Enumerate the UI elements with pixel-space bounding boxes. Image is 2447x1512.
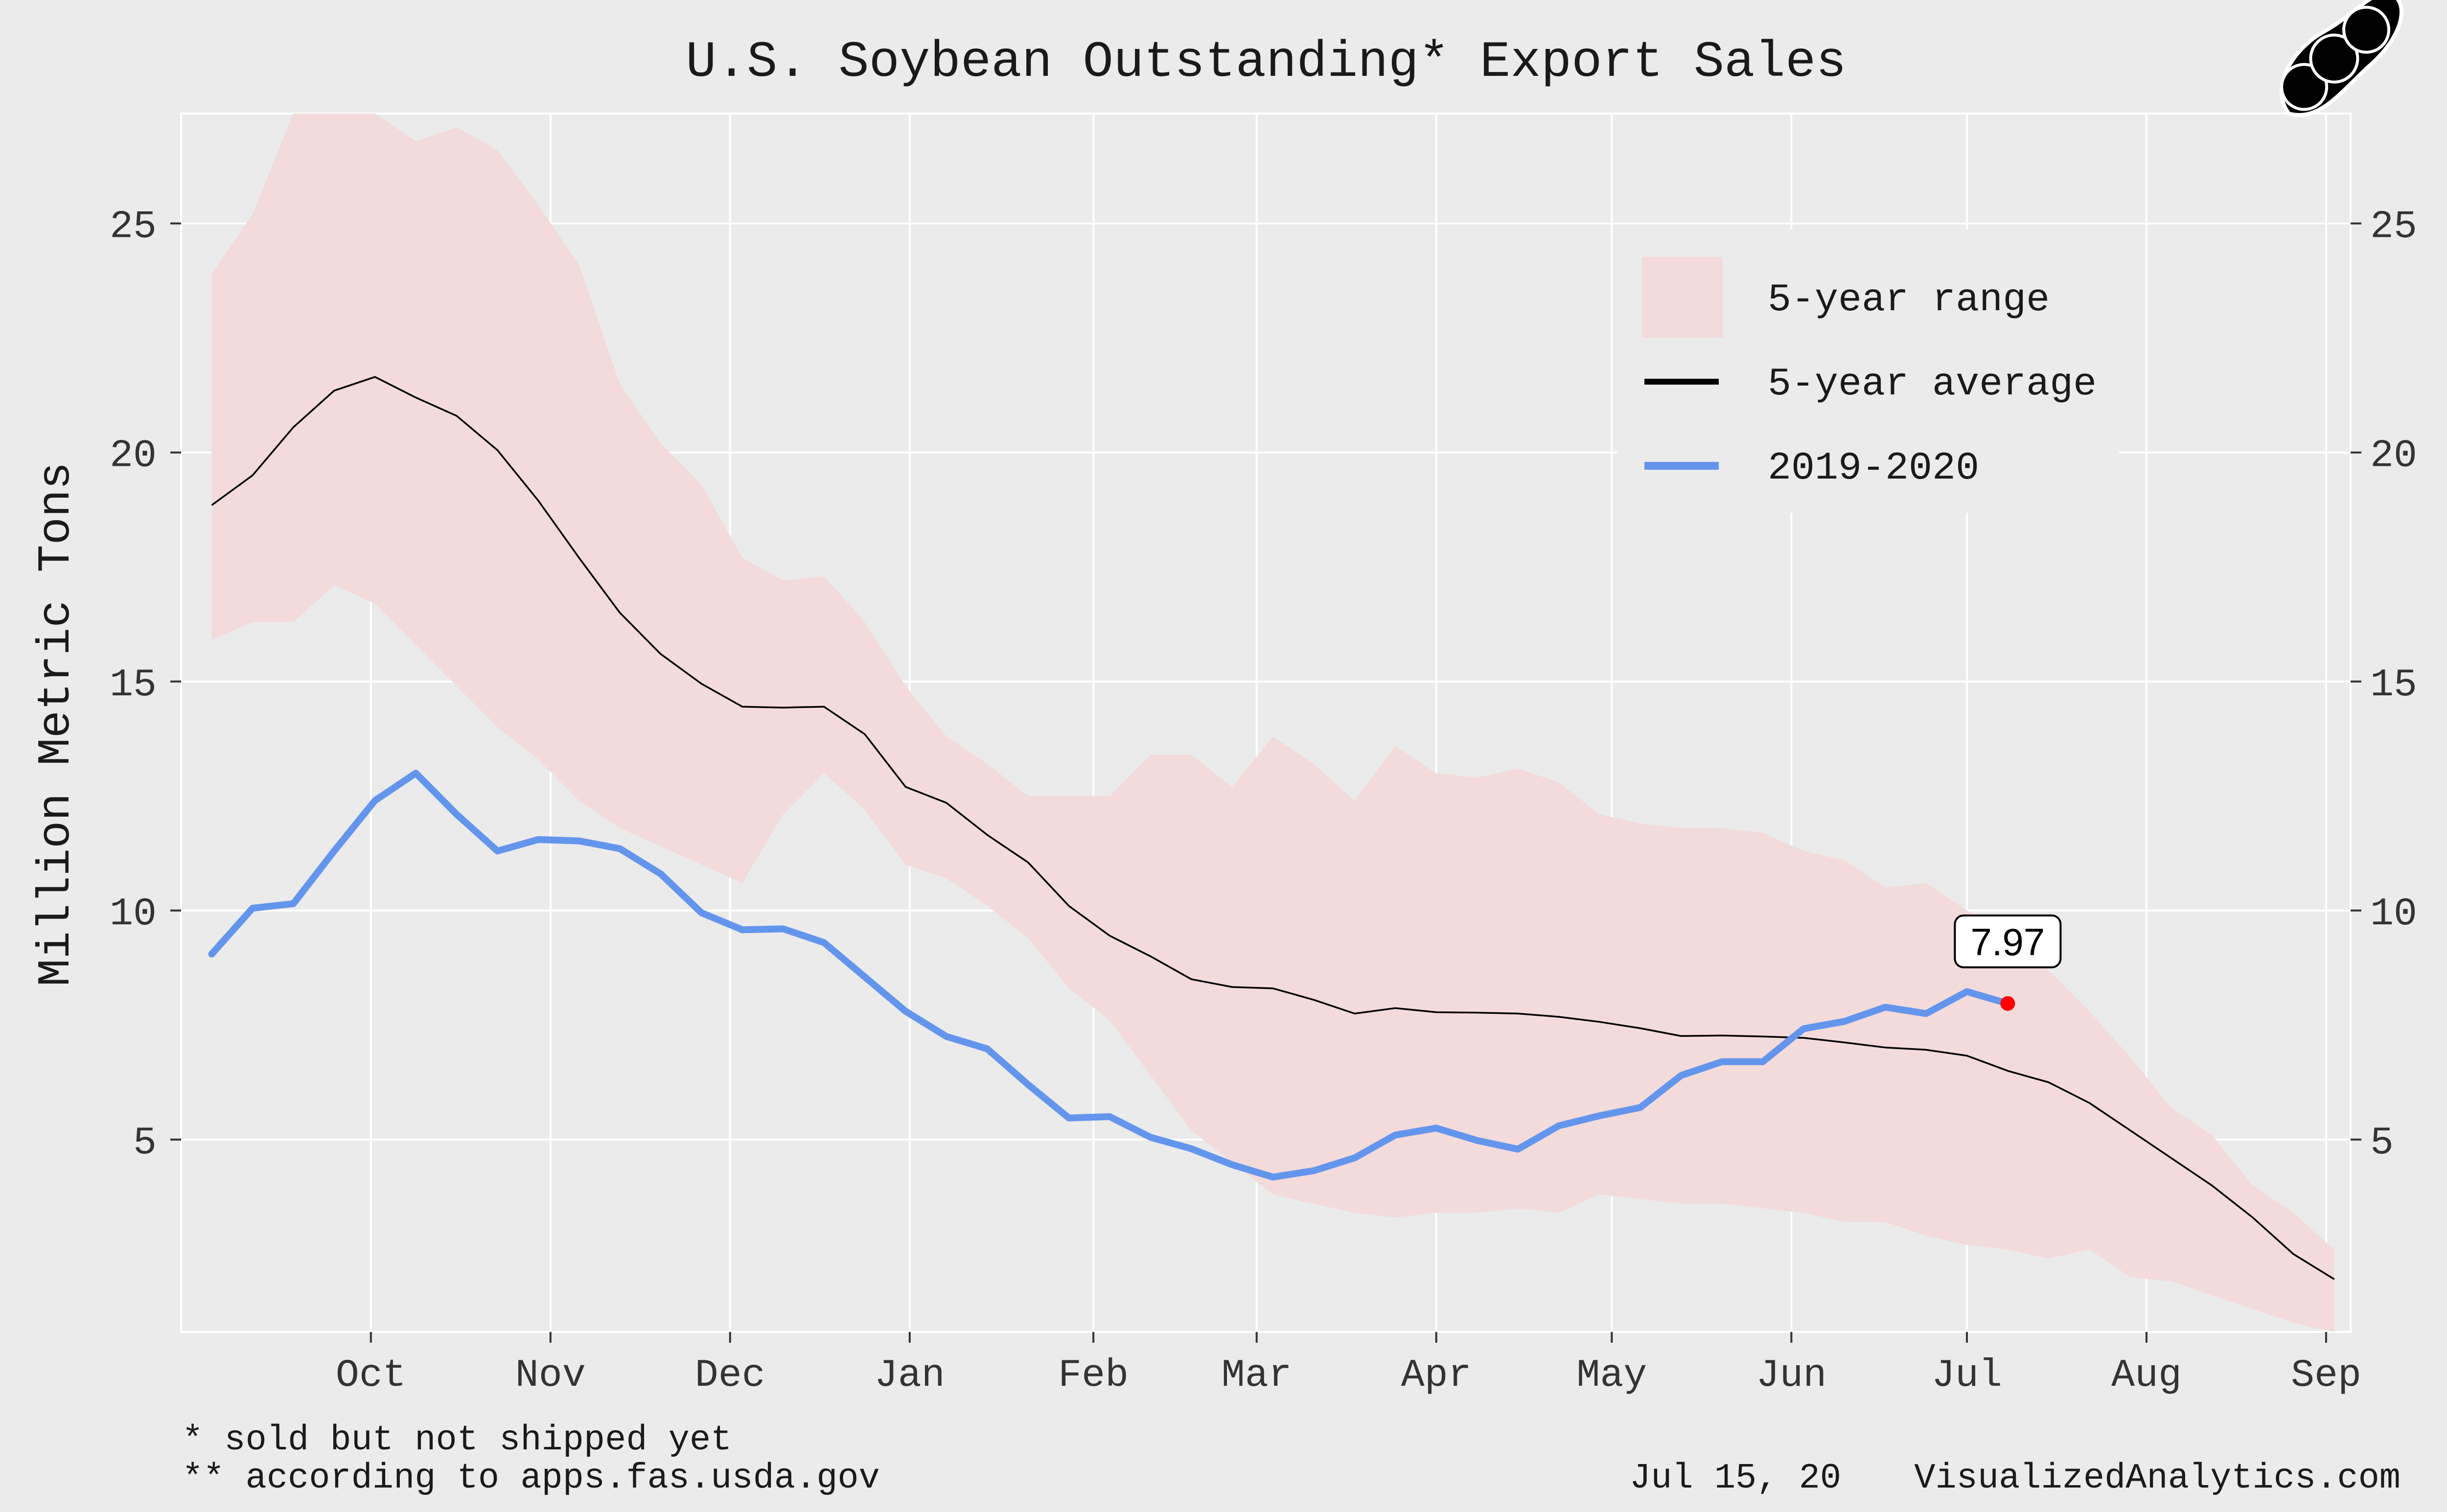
legend-swatch-range (1642, 257, 1723, 338)
y-axis-left-ticks: 5 10 15 20 25 (110, 205, 181, 1166)
x-tick-label-aug: Aug (2111, 1353, 2182, 1398)
soybean-pod-icon (2279, 0, 2403, 117)
x-tick-label-feb: Feb (1058, 1353, 1129, 1398)
chart-title: U.S. Soybean Outstanding* Export Sales (686, 34, 1847, 92)
x-tick-label-mar: Mar (1222, 1353, 1292, 1398)
x-tick-label-jul: Jul (1932, 1353, 2002, 1398)
five-year-average-line (211, 376, 2335, 1280)
x-tick-label-dec: Dec (695, 1353, 765, 1398)
x-tick-label-may: May (1576, 1353, 1647, 1398)
legend-label-average: 5-year average (1768, 362, 2097, 407)
y-tick-label-left-10: 10 (110, 892, 157, 937)
x-tick-label-oct: Oct (336, 1353, 406, 1398)
y-tick-label-right-5: 5 (2370, 1121, 2394, 1166)
legend-label-current: 2019-2020 (1768, 446, 1979, 491)
y-axis-right-ticks: 5 10 15 20 25 (2351, 205, 2417, 1166)
y-tick-label-left-15: 15 (110, 663, 157, 708)
footnote-not-shipped: * sold but not shipped yet (182, 1420, 732, 1460)
latest-value-dot (2000, 996, 2015, 1011)
legend: 5-year range 5-year average 2019-2020 (1617, 229, 2119, 513)
y-tick-label-right-15: 15 (2370, 663, 2417, 708)
latest-value-label: 7.97 (1970, 920, 2045, 963)
x-tick-label-apr: Apr (1401, 1353, 1472, 1398)
x-tick-label-jan: Jan (875, 1353, 945, 1398)
credit-date: Jul 15, 20 (1630, 1458, 1841, 1498)
latest-value-label-box (1954, 914, 2062, 968)
x-tick-label-nov: Nov (515, 1353, 586, 1398)
y-tick-label-left-25: 25 (110, 205, 157, 250)
y-tick-label-right-10: 10 (2370, 892, 2417, 937)
y-tick-label-left-5: 5 (133, 1121, 157, 1166)
current-season-series (208, 770, 2011, 1181)
series-line-0 (208, 770, 2011, 1181)
y-tick-label-right-25: 25 (2370, 205, 2417, 250)
y-tick-label-right-20: 20 (2370, 434, 2417, 479)
credit-site: VisualizedAnalytics.com (1914, 1458, 2401, 1498)
x-axis-month-ticks: Oct Nov Dec Jan Feb Mar Apr May Jun Jul Aug Sep (336, 1332, 2361, 1398)
average-line (211, 376, 2335, 1280)
latest-value-marker: 7.97 (1954, 914, 2062, 1011)
legend-label-range: 5-year range (1768, 278, 2050, 322)
x-tick-label-jun: Jun (1756, 1353, 1826, 1398)
x-tick-label-sep: Sep (2291, 1353, 2361, 1398)
y-axis-label: Million Metric Tons (31, 462, 83, 986)
y-tick-label-left-20: 20 (110, 434, 157, 479)
footnote-source: ** according to apps.fas.usda.gov (182, 1458, 880, 1498)
